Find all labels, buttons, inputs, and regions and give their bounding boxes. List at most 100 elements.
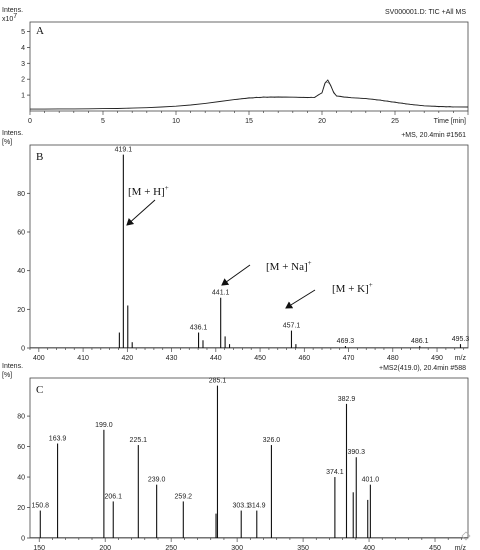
y-tick-label: 20 [17,505,25,512]
x-tick-label: 470 [343,355,355,362]
y-axis-label-line: Intens. [2,130,23,137]
x-tick-label: 420 [121,355,133,362]
y-axis-label-line: [%] [2,139,12,146]
x-tick-label: 450 [254,355,266,362]
y-tick-label: 0 [21,536,25,543]
panel-header: +MS, 20.4min #1561 [401,132,466,139]
panel-A: Intens. x107 SV000001.D: TIC +All MS A 1 2 3 4 5… [2,7,469,125]
peak-label: 374.1 [326,469,344,476]
annotation-arrow [126,199,156,226]
x-tick-label: 300 [231,545,243,550]
panel-label: A [36,25,44,37]
ion-annotation-charge: + [369,281,373,289]
panel-label: C [36,384,43,396]
panel-B: Intens. [%] +MS, 20.4min #1561 B 0 20 40 60 80 40… [2,130,469,362]
y-tick-label: 60 [17,230,25,237]
x-tick-label: 460 [298,355,310,362]
x-tick-label: 440 [210,355,222,362]
x-tick-label: 0 [28,118,32,125]
annotation-arrow [221,264,251,286]
annotation-arrow [285,289,316,309]
x-axis-label: Time [min] [434,118,466,125]
ion-annotation-text: [M + H] [128,186,165,198]
x-tick-label: 25 [391,118,399,125]
panel-header: SV000001.D: TIC +All MS [385,9,466,16]
x-tick-label: 20 [318,118,326,125]
y-tick-label: 40 [17,475,25,482]
y-axis-label: Intens. x107 [2,7,23,23]
x-tick-label: 410 [77,355,89,362]
y-tick-label: 0 [21,346,25,353]
panel-header: +MS2(419.0), 20.4min #588 [379,365,466,372]
peak-label: 259.2 [175,493,193,500]
x-tick-label: 5 [101,118,105,125]
ion-annotation-text: [M + K] [332,283,369,295]
peak-label: 401.0 [362,477,380,484]
ion-annotation: [M + K]+ [332,281,373,295]
y-axis-label-line: [%] [2,372,12,379]
tic-trace-line [30,79,469,110]
y-axis-label-exponent: 7 [13,13,17,20]
x-axis-label: m/z [455,355,467,362]
y-tick-label: 1 [21,93,25,100]
x-tick-label: 350 [297,545,309,550]
peak-label: 457.1 [283,323,301,330]
ion-annotation: [M + H]+ [128,184,169,198]
x-tick-label: 150 [33,545,45,550]
peak-label: 469.3 [337,338,355,345]
peak-label: 239.0 [148,477,166,484]
y-axis-label-line: Intens. [2,363,23,370]
peak-label: 486.1 [411,338,429,345]
y-tick-label: 80 [17,191,25,198]
y-axis-label: Intens. [%] [2,363,23,379]
ion-annotation-text: [M + Na] [266,261,308,273]
y-tick-label: 40 [17,268,25,275]
panel-label: B [36,151,43,163]
x-tick-label: 400 [363,545,375,550]
peak-label: 326.0 [263,437,281,444]
y-axis-label: Intens. [%] [2,130,23,146]
diamond-marker [461,531,471,541]
y-tick-label: 2 [21,77,25,84]
ion-annotation: [M + Na]+ [266,259,312,273]
x-tick-label: 400 [33,355,45,362]
peak-label: 285.1 [209,378,227,385]
y-tick-label: 60 [17,444,25,451]
x-tick-label: 430 [166,355,178,362]
peak-label: 382.9 [338,396,356,403]
peak-label: 163.9 [49,436,67,443]
tic-trace-noise [234,81,454,108]
peak-label: 495.3 [452,336,470,343]
peak-label: 150.8 [32,503,50,510]
x-axis-label: m/z [455,545,467,550]
panel-C: Intens. [%] +MS2(419.0), 20.4min #588 C 0 20 4… [2,363,469,550]
y-axis-label-line: Intens. [2,7,23,14]
peak-label: 225.1 [130,437,148,444]
x-tick-label: 10 [172,118,180,125]
plot-frame [29,377,469,539]
y-axis-label-line: x10 [2,16,13,23]
peak-label: 206.1 [104,493,122,500]
x-tick-label: 15 [245,118,253,125]
y-tick-label: 5 [21,29,25,36]
peak-label: 303.1 [232,503,250,510]
x-tick-label: 480 [387,355,399,362]
ion-annotation-charge: + [308,259,312,267]
x-tick-label: 200 [99,545,111,550]
peak-label: 419.1 [115,147,133,154]
x-tick-label: 450 [429,545,441,550]
y-tick-label: 80 [17,414,25,421]
y-tick-label: 20 [17,307,25,314]
peak-label: 390.3 [347,449,365,456]
peak-label: 199.0 [95,422,113,429]
plot-frame [29,144,469,349]
peak-label: 314.9 [248,503,266,510]
y-tick-label: 3 [21,61,25,68]
y-tick-label: 4 [21,45,25,52]
peak-label: 441.1 [212,290,230,297]
x-tick-label: 490 [431,355,443,362]
ion-annotation-charge: + [165,184,169,192]
x-tick-label: 250 [165,545,177,550]
peak-label: 436.1 [190,325,208,332]
